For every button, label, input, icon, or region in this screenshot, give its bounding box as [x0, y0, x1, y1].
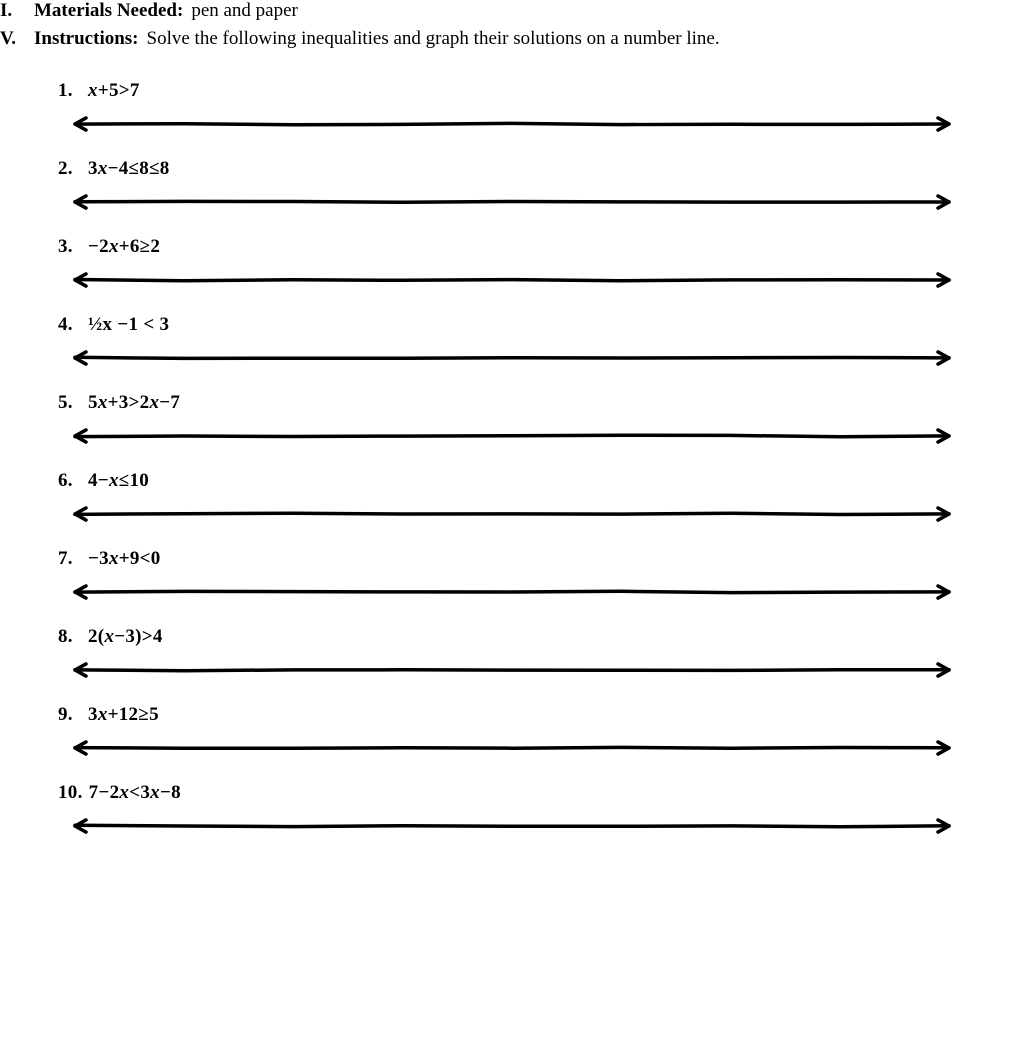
problem-number: 8.	[58, 626, 82, 648]
problem-inequality: ½x −1 < 3	[88, 314, 169, 336]
number-line	[62, 346, 962, 370]
problem-label: 4. ½x −1 < 3	[58, 314, 992, 336]
problem-inequality: −3x+9<0	[88, 548, 161, 570]
problem-7: 7. −3x+9<0	[58, 548, 992, 604]
problem-3: 3. −2x+6≥2	[58, 236, 992, 292]
problem-label: 2. 3x−4≤8≤8	[58, 158, 992, 180]
materials-line: I. Materials Needed: pen and paper	[0, 0, 992, 22]
problem-number: 1.	[58, 80, 82, 102]
problem-number: 10.	[58, 782, 83, 804]
worksheet-page: I. Materials Needed: pen and paper V. In…	[0, 0, 1022, 1061]
number-line	[62, 112, 962, 136]
problem-inequality: 5x+3>2x−7	[88, 392, 180, 414]
instructions-text: Solve the following inequalities and gra…	[147, 28, 720, 49]
problem-label: 1. x+5>7	[58, 80, 992, 102]
problem-label: 9. 3x+12≥5	[58, 704, 992, 726]
problem-10: 10. 7−2x<3x−8	[58, 782, 992, 838]
problem-label: 10. 7−2x<3x−8	[58, 782, 992, 804]
number-line	[62, 268, 962, 292]
number-line	[62, 814, 962, 838]
problem-number: 2.	[58, 158, 82, 180]
number-line	[62, 190, 962, 214]
number-line	[62, 658, 962, 682]
problem-label: 5. 5x+3>2x−7	[58, 392, 992, 414]
problem-4: 4. ½x −1 < 3	[58, 314, 992, 370]
problem-inequality: 3x+12≥5	[88, 704, 159, 726]
problem-inequality: −2x+6≥2	[88, 236, 160, 258]
materials-text: pen and paper	[191, 0, 298, 21]
problems-list: 1. x+5>7 2. 3x−4≤8≤8 3. −2x+6≥2 4. ½x −1 < 3…	[58, 80, 992, 838]
instructions-line: V. Instructions: Solve the following ine…	[0, 28, 992, 50]
problem-inequality: 2(x−3)>4	[88, 626, 163, 648]
instructions-number: V.	[0, 28, 34, 50]
materials-label: Materials Needed:	[34, 0, 183, 21]
problem-number: 9.	[58, 704, 82, 726]
problem-1: 1. x+5>7	[58, 80, 992, 136]
problem-label: 6. 4−x≤10	[58, 470, 992, 492]
number-line	[62, 424, 962, 448]
problem-label: 7. −3x+9<0	[58, 548, 992, 570]
problem-number: 6.	[58, 470, 82, 492]
problem-number: 4.	[58, 314, 82, 336]
instructions-label: Instructions:	[34, 28, 139, 49]
problem-5: 5. 5x+3>2x−7	[58, 392, 992, 448]
problem-inequality: 3x−4≤8≤8	[88, 158, 170, 180]
problem-number: 3.	[58, 236, 82, 258]
problem-number: 7.	[58, 548, 82, 570]
problem-number: 5.	[58, 392, 82, 414]
number-line	[62, 502, 962, 526]
problem-9: 9. 3x+12≥5	[58, 704, 992, 760]
problem-label: 3. −2x+6≥2	[58, 236, 992, 258]
problem-8: 8. 2(x−3)>4	[58, 626, 992, 682]
problem-2: 2. 3x−4≤8≤8	[58, 158, 992, 214]
problem-inequality: 7−2x<3x−8	[89, 782, 181, 804]
number-line	[62, 580, 962, 604]
problem-inequality: x+5>7	[88, 80, 140, 102]
problem-inequality: 4−x≤10	[88, 470, 149, 492]
materials-number: I.	[0, 0, 34, 22]
problem-6: 6. 4−x≤10	[58, 470, 992, 526]
number-line	[62, 736, 962, 760]
problem-label: 8. 2(x−3)>4	[58, 626, 992, 648]
